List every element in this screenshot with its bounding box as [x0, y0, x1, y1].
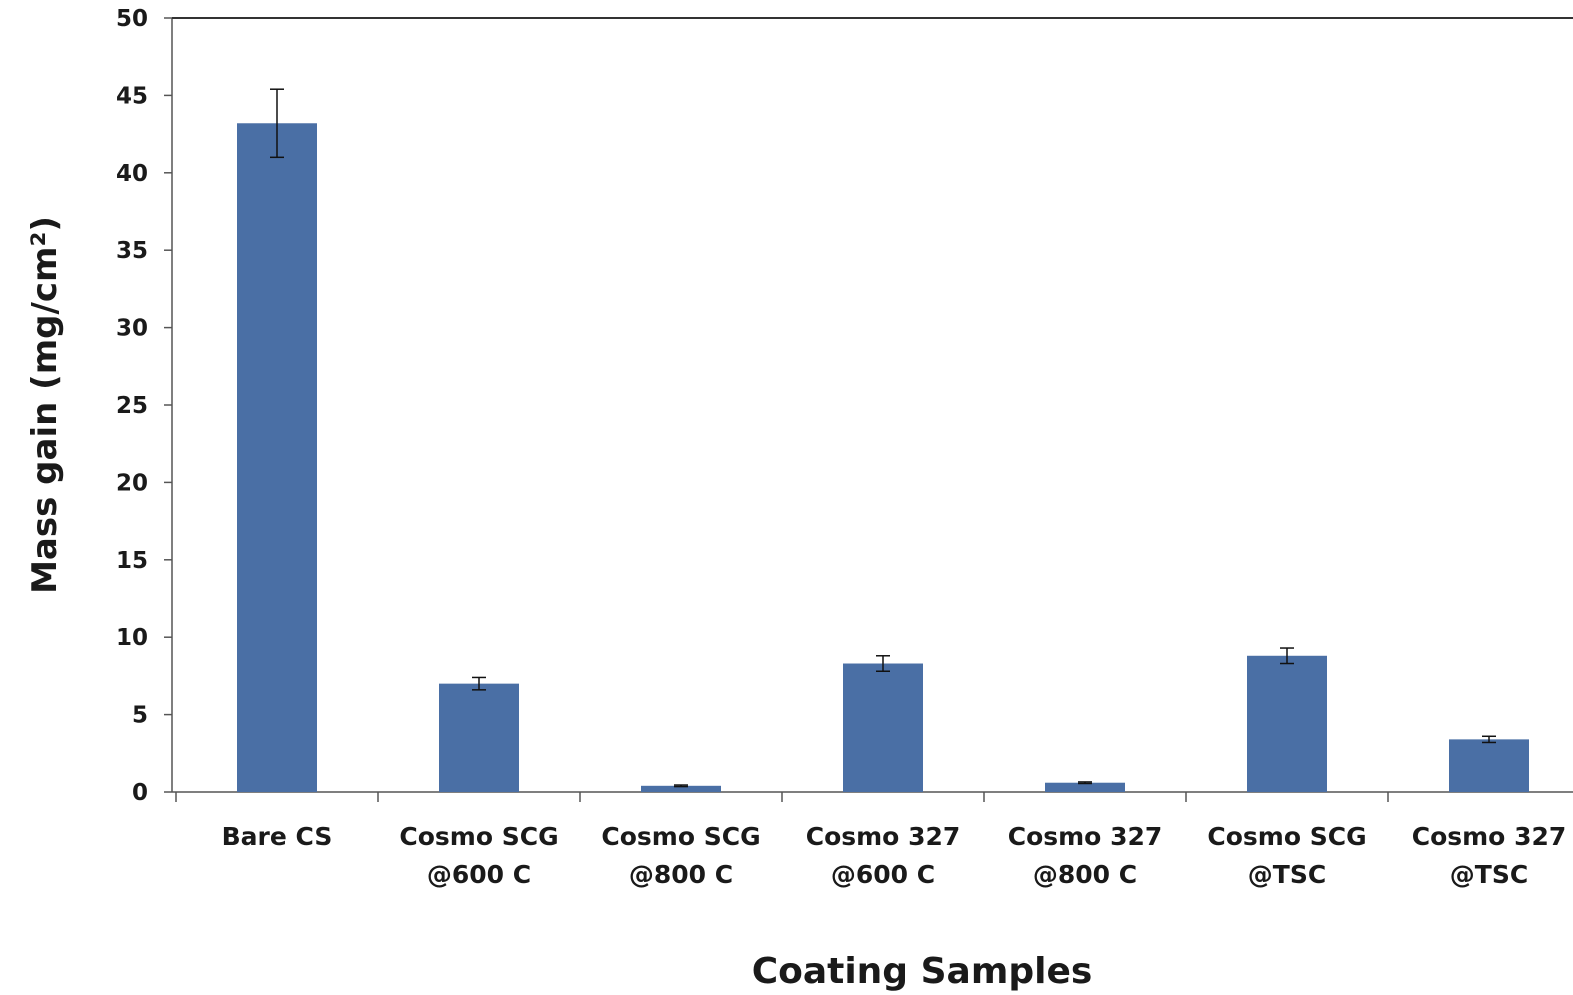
bar	[1449, 739, 1529, 792]
y-tick-label: 30	[116, 316, 148, 342]
bar	[641, 785, 721, 792]
error-bar	[876, 655, 890, 673]
x-category-label: Cosmo 327 @800 C	[1008, 822, 1163, 889]
error-bar	[674, 784, 688, 788]
error-bar	[1280, 647, 1294, 665]
x-category-label: Cosmo 327 @TSC	[1412, 822, 1567, 889]
error-bar	[270, 88, 284, 159]
bar	[843, 663, 923, 792]
error-bar	[1078, 781, 1092, 785]
x-category-label: Cosmo 327 @600 C	[806, 822, 961, 889]
y-axis-ticks: 0 5 10 15 20 25 30 35 40 45 50	[116, 6, 172, 806]
y-tick-label: 45	[116, 83, 148, 109]
x-axis-title: Coating Samples	[752, 951, 1093, 992]
y-tick-label: 35	[116, 238, 148, 264]
y-tick-label: 5	[132, 703, 148, 729]
x-category-label: Bare CS	[222, 822, 333, 851]
y-axis-title: Mass gain (mg/cm²)	[25, 216, 65, 594]
error-bar	[1482, 735, 1496, 744]
x-category-label: Cosmo SCG @600 C	[399, 822, 558, 889]
y-tick-label: 25	[116, 393, 148, 419]
error-bar	[472, 676, 486, 691]
y-tick-label: 40	[116, 161, 148, 187]
bar	[1045, 782, 1125, 792]
x-axis-categories: Bare CS Cosmo SCG @600 C Cosmo SCG @800 C Cos…	[222, 822, 1567, 889]
y-tick-label: 0	[132, 780, 148, 806]
x-category-label: Cosmo SCG @TSC	[1207, 822, 1366, 889]
bar	[439, 683, 519, 792]
x-category-label: Cosmo SCG @800 C	[601, 822, 760, 889]
y-tick-label: 50	[116, 6, 148, 32]
bar	[1247, 655, 1327, 792]
y-tick-label: 10	[116, 625, 148, 651]
chart-bars	[237, 123, 1529, 793]
y-tick-label: 20	[116, 470, 148, 496]
bar	[237, 123, 317, 793]
y-tick-label: 15	[116, 548, 148, 574]
chart-error-bars	[270, 88, 1496, 788]
